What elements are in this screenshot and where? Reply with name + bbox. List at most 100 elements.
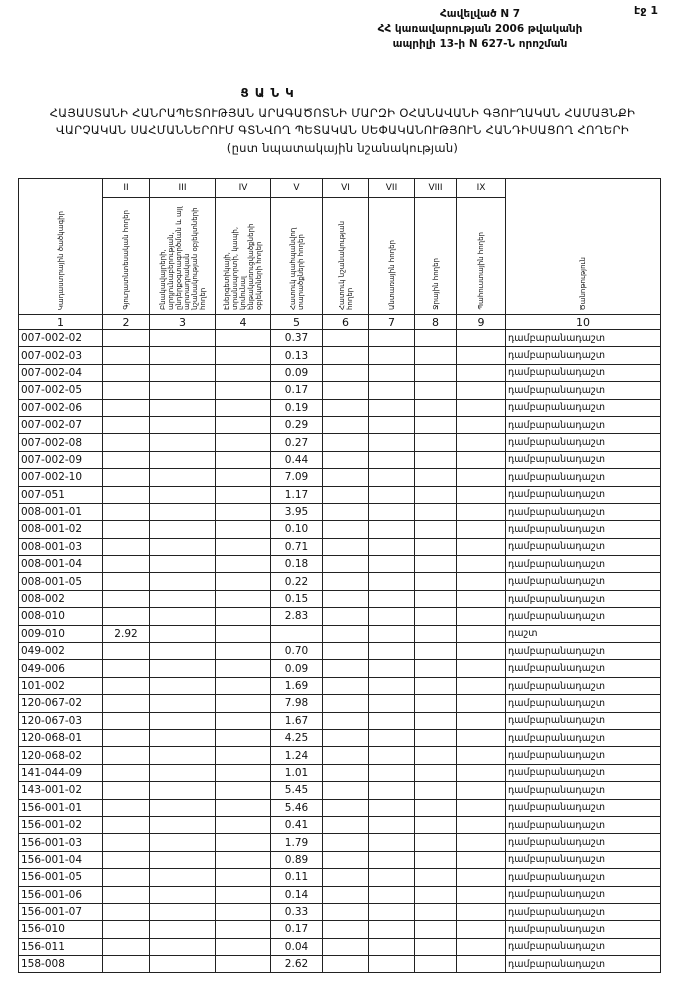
empty-cell	[215, 955, 271, 974]
cadastral-code: 007-051	[18, 485, 103, 504]
empty-cell	[149, 711, 216, 730]
empty-cell	[414, 694, 457, 713]
empty-cell	[322, 920, 369, 939]
empty-cell	[368, 346, 415, 365]
empty-cell	[322, 659, 369, 678]
area-value: 0.29	[270, 415, 323, 435]
empty-cell	[215, 328, 271, 348]
table-row: 120-068-01 4.25 դամբարանադաշտ	[18, 728, 661, 748]
empty-cell	[149, 520, 216, 539]
area-value: 0.41	[270, 815, 323, 835]
agricultural-area	[102, 328, 150, 348]
empty-cell	[322, 937, 369, 957]
agricultural-area	[102, 920, 150, 939]
empty-cell	[149, 937, 216, 957]
note: դամբարանադաշտ	[505, 850, 661, 870]
empty-cell	[456, 520, 506, 539]
empty-cell	[215, 346, 271, 365]
roman-numeral: II	[102, 178, 150, 198]
empty-cell	[368, 850, 415, 870]
empty-cell	[368, 746, 415, 765]
empty-cell	[414, 746, 457, 765]
empty-cell	[368, 902, 415, 922]
empty-cell	[322, 763, 369, 783]
empty-cell	[368, 798, 415, 817]
table-row: 008-001-01 3.95 դամբարանադաշտ	[18, 502, 661, 522]
agricultural-area	[102, 711, 150, 730]
cadastral-code: 120-068-02	[18, 746, 103, 765]
note: դամբարանադաշտ	[505, 433, 661, 452]
empty-cell	[456, 659, 506, 678]
cadastral-code: 049-006	[18, 659, 103, 678]
empty-cell	[215, 555, 271, 574]
table-row: 156-001-01 5.46 դամբարանադաշտ	[18, 798, 661, 817]
empty-cell	[322, 607, 369, 626]
roman-numeral: III	[149, 178, 216, 198]
note: դամբարանադաշտ	[505, 346, 661, 365]
table-row: 156-001-04 0.89 դամբարանադաշտ	[18, 850, 661, 870]
empty-cell	[456, 398, 506, 417]
empty-cell	[456, 572, 506, 591]
area-value: 0.15	[270, 589, 323, 609]
empty-cell	[414, 728, 457, 748]
column-header: Բնակավայրերի, արդյունաբերության, ընդերքօ…	[149, 197, 216, 315]
empty-cell	[322, 711, 369, 730]
empty-cell	[414, 659, 457, 678]
agricultural-area	[102, 555, 150, 574]
header-label: Բնակավայրերի, արդյունաբերության, ընդերքօ…	[158, 206, 207, 310]
empty-cell	[368, 937, 415, 957]
agricultural-area	[102, 885, 150, 904]
cadastral-code: 007-002-04	[18, 363, 103, 383]
area-value: 0.14	[270, 885, 323, 904]
empty-cell	[215, 711, 271, 730]
header-cadastral-code: Կադաստրային ծածկագիր	[18, 178, 103, 315]
empty-cell	[414, 833, 457, 852]
agricultural-area	[102, 763, 150, 783]
area-value: 5.45	[270, 781, 323, 800]
empty-cell	[215, 624, 271, 644]
empty-cell	[414, 537, 457, 557]
empty-cell	[414, 520, 457, 539]
empty-cell	[215, 920, 271, 939]
empty-cell	[322, 781, 369, 800]
cadastral-code: 156-001-02	[18, 815, 103, 835]
empty-cell	[149, 624, 216, 644]
column-number: 6	[322, 314, 369, 330]
empty-cell	[149, 607, 216, 626]
empty-cell	[322, 468, 369, 487]
cadastral-code: 158-008	[18, 955, 103, 974]
empty-cell	[456, 815, 506, 835]
agricultural-area	[102, 450, 150, 470]
note: դամբարանադաշտ	[505, 694, 661, 713]
note: դամբարանադաշտ	[505, 589, 661, 609]
empty-cell	[149, 346, 216, 365]
note: դամբարանադաշտ	[505, 659, 661, 678]
empty-cell	[456, 624, 506, 644]
empty-cell	[456, 850, 506, 870]
empty-cell	[414, 920, 457, 939]
empty-cell	[215, 902, 271, 922]
table-row: 007-002-04 0.09 դամբարանադաշտ	[18, 363, 661, 383]
agricultural-area	[102, 520, 150, 539]
agricultural-area	[102, 868, 150, 887]
empty-cell	[322, 398, 369, 417]
cadastral-code: 120-067-02	[18, 694, 103, 713]
cadastral-code: 156-001-07	[18, 902, 103, 922]
area-value: 1.69	[270, 676, 323, 696]
empty-cell	[215, 728, 271, 748]
area-value: 0.71	[270, 537, 323, 557]
empty-cell	[414, 415, 457, 435]
empty-cell	[456, 589, 506, 609]
area-value: 0.09	[270, 659, 323, 678]
agricultural-area	[102, 381, 150, 400]
table-row: 120-068-02 1.24 դամբարանադաշտ	[18, 746, 661, 765]
table-row: 141-044-09 1.01 դամբարանադաշտ	[18, 763, 661, 783]
table-row: 143-001-02 5.45 դամբարանադաշտ	[18, 781, 661, 800]
empty-cell	[456, 450, 506, 470]
empty-cell	[414, 850, 457, 870]
cadastral-code: 007-002-03	[18, 346, 103, 365]
empty-cell	[414, 676, 457, 696]
area-value: 1.17	[270, 485, 323, 504]
note: դամբարանադաշտ	[505, 520, 661, 539]
cadastral-code: 141-044-09	[18, 763, 103, 783]
